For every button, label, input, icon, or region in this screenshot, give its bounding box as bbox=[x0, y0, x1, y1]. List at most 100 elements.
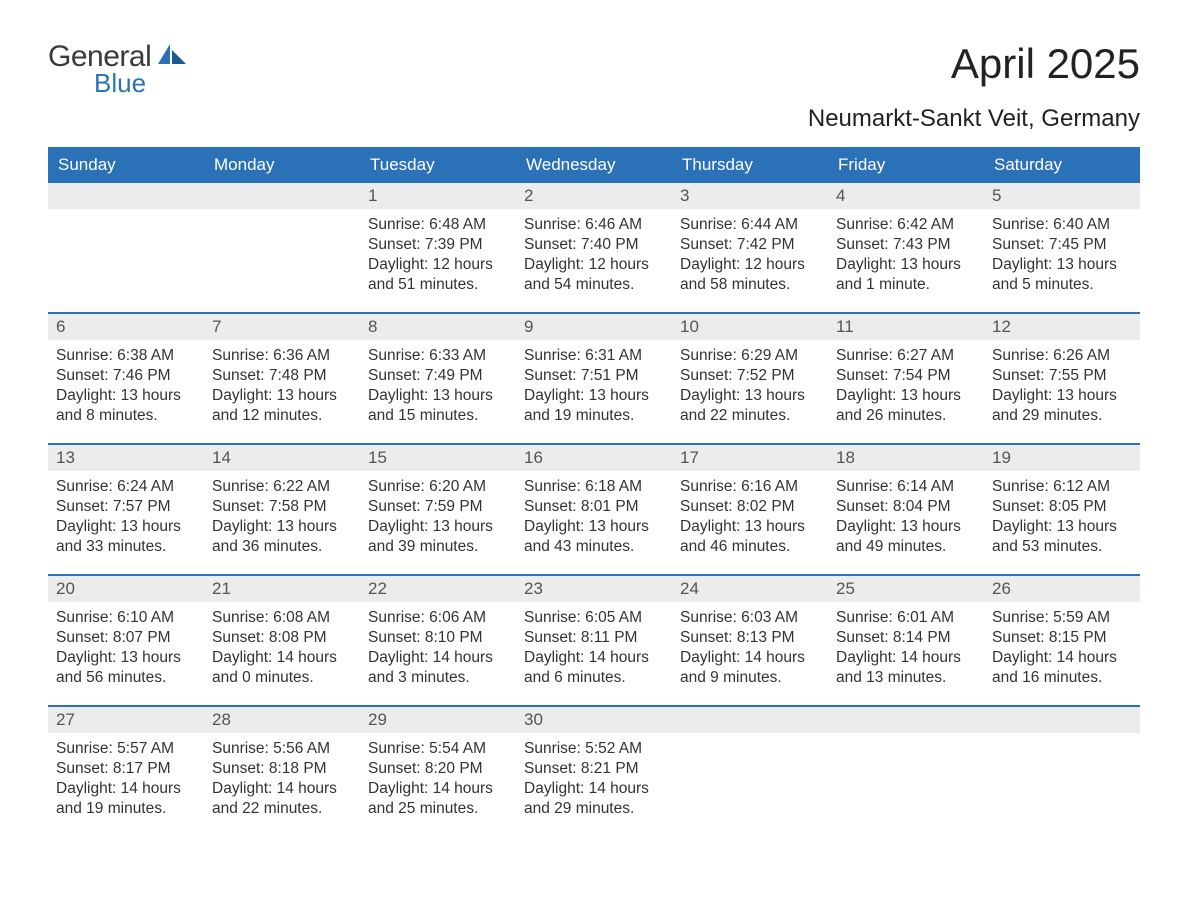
sunset-line: Sunset: 8:17 PM bbox=[56, 759, 196, 779]
location: Neumarkt-Sankt Veit, Germany bbox=[48, 105, 1140, 133]
day-number: 30 bbox=[516, 707, 672, 733]
sunrise-line: Sunrise: 5:57 AM bbox=[56, 739, 196, 759]
sunrise-line: Sunrise: 6:26 AM bbox=[992, 346, 1132, 366]
daylight-line: Daylight: 13 hours and 33 minutes. bbox=[56, 517, 196, 557]
daylight-line: Daylight: 12 hours and 58 minutes. bbox=[680, 255, 820, 295]
sunrise-line: Sunrise: 6:20 AM bbox=[368, 477, 508, 497]
day-number: 27 bbox=[48, 707, 204, 733]
logo: General Blue bbox=[48, 40, 188, 99]
calendar-day-cell bbox=[48, 183, 204, 313]
sunrise-line: Sunrise: 6:01 AM bbox=[836, 608, 976, 628]
sunset-line: Sunset: 7:55 PM bbox=[992, 366, 1132, 386]
daylight-line: Daylight: 13 hours and 53 minutes. bbox=[992, 517, 1132, 557]
day-number: 3 bbox=[672, 183, 828, 209]
calendar-day-cell: 25Sunrise: 6:01 AMSunset: 8:14 PMDayligh… bbox=[828, 576, 984, 706]
day-number: 8 bbox=[360, 314, 516, 340]
sunset-line: Sunset: 7:45 PM bbox=[992, 235, 1132, 255]
day-number: 15 bbox=[360, 445, 516, 471]
day-content: Sunrise: 6:38 AMSunset: 7:46 PMDaylight:… bbox=[48, 340, 204, 437]
daylight-line: Daylight: 14 hours and 16 minutes. bbox=[992, 648, 1132, 688]
sunset-line: Sunset: 7:58 PM bbox=[212, 497, 352, 517]
sunrise-line: Sunrise: 6:40 AM bbox=[992, 215, 1132, 235]
sunset-line: Sunset: 8:11 PM bbox=[524, 628, 664, 648]
day-content: Sunrise: 6:16 AMSunset: 8:02 PMDaylight:… bbox=[672, 471, 828, 568]
day-number: 13 bbox=[48, 445, 204, 471]
calendar-day-cell: 12Sunrise: 6:26 AMSunset: 7:55 PMDayligh… bbox=[984, 314, 1140, 444]
sunset-line: Sunset: 8:05 PM bbox=[992, 497, 1132, 517]
day-content: Sunrise: 6:24 AMSunset: 7:57 PMDaylight:… bbox=[48, 471, 204, 568]
calendar-day-cell: 28Sunrise: 5:56 AMSunset: 8:18 PMDayligh… bbox=[204, 707, 360, 837]
daylight-line: Daylight: 14 hours and 3 minutes. bbox=[368, 648, 508, 688]
day-content: Sunrise: 6:08 AMSunset: 8:08 PMDaylight:… bbox=[204, 602, 360, 699]
day-number: 14 bbox=[204, 445, 360, 471]
day-content: Sunrise: 6:22 AMSunset: 7:58 PMDaylight:… bbox=[204, 471, 360, 568]
daylight-line: Daylight: 13 hours and 15 minutes. bbox=[368, 386, 508, 426]
sunset-line: Sunset: 8:20 PM bbox=[368, 759, 508, 779]
calendar-week-row: 13Sunrise: 6:24 AMSunset: 7:57 PMDayligh… bbox=[48, 445, 1140, 575]
sunrise-line: Sunrise: 6:08 AM bbox=[212, 608, 352, 628]
sunset-line: Sunset: 8:02 PM bbox=[680, 497, 820, 517]
sunset-line: Sunset: 8:04 PM bbox=[836, 497, 976, 517]
sunrise-line: Sunrise: 6:33 AM bbox=[368, 346, 508, 366]
sunrise-line: Sunrise: 6:03 AM bbox=[680, 608, 820, 628]
calendar-day-cell: 10Sunrise: 6:29 AMSunset: 7:52 PMDayligh… bbox=[672, 314, 828, 444]
sunrise-line: Sunrise: 5:54 AM bbox=[368, 739, 508, 759]
calendar-day-cell: 14Sunrise: 6:22 AMSunset: 7:58 PMDayligh… bbox=[204, 445, 360, 575]
day-content: Sunrise: 6:44 AMSunset: 7:42 PMDaylight:… bbox=[672, 209, 828, 306]
calendar-day-cell: 9Sunrise: 6:31 AMSunset: 7:51 PMDaylight… bbox=[516, 314, 672, 444]
daylight-line: Daylight: 13 hours and 29 minutes. bbox=[992, 386, 1132, 426]
daylight-line: Daylight: 13 hours and 36 minutes. bbox=[212, 517, 352, 557]
calendar-day-cell: 18Sunrise: 6:14 AMSunset: 8:04 PMDayligh… bbox=[828, 445, 984, 575]
sunset-line: Sunset: 7:46 PM bbox=[56, 366, 196, 386]
day-number: 12 bbox=[984, 314, 1140, 340]
calendar-day-cell: 15Sunrise: 6:20 AMSunset: 7:59 PMDayligh… bbox=[360, 445, 516, 575]
weekday-header: Wednesday bbox=[516, 147, 672, 183]
day-number: 29 bbox=[360, 707, 516, 733]
daylight-line: Daylight: 14 hours and 29 minutes. bbox=[524, 779, 664, 819]
daylight-line: Daylight: 14 hours and 25 minutes. bbox=[368, 779, 508, 819]
sunset-line: Sunset: 7:40 PM bbox=[524, 235, 664, 255]
sunset-line: Sunset: 7:48 PM bbox=[212, 366, 352, 386]
day-content: Sunrise: 6:20 AMSunset: 7:59 PMDaylight:… bbox=[360, 471, 516, 568]
calendar-day-cell: 2Sunrise: 6:46 AMSunset: 7:40 PMDaylight… bbox=[516, 183, 672, 313]
sunrise-line: Sunrise: 6:48 AM bbox=[368, 215, 508, 235]
weekday-header: Friday bbox=[828, 147, 984, 183]
day-content: Sunrise: 6:46 AMSunset: 7:40 PMDaylight:… bbox=[516, 209, 672, 306]
daylight-line: Daylight: 13 hours and 5 minutes. bbox=[992, 255, 1132, 295]
calendar-day-cell: 23Sunrise: 6:05 AMSunset: 8:11 PMDayligh… bbox=[516, 576, 672, 706]
day-content: Sunrise: 6:06 AMSunset: 8:10 PMDaylight:… bbox=[360, 602, 516, 699]
calendar-day-cell bbox=[672, 707, 828, 837]
day-number-empty bbox=[204, 183, 360, 209]
sunset-line: Sunset: 8:18 PM bbox=[212, 759, 352, 779]
calendar-day-cell: 22Sunrise: 6:06 AMSunset: 8:10 PMDayligh… bbox=[360, 576, 516, 706]
sunrise-line: Sunrise: 6:42 AM bbox=[836, 215, 976, 235]
weekday-header-row: SundayMondayTuesdayWednesdayThursdayFrid… bbox=[48, 147, 1140, 183]
sunrise-line: Sunrise: 6:05 AM bbox=[524, 608, 664, 628]
calendar-day-cell: 27 Sunrise: 5:57 AMSunset: 8:17 PMDayligh… bbox=[48, 707, 204, 837]
daylight-line: Daylight: 13 hours and 12 minutes. bbox=[212, 386, 352, 426]
sunrise-line: Sunrise: 6:10 AM bbox=[56, 608, 196, 628]
calendar-day-cell: 29Sunrise: 5:54 AMSunset: 8:20 PMDayligh… bbox=[360, 707, 516, 837]
day-number: 5 bbox=[984, 183, 1140, 209]
calendar-day-cell: 19Sunrise: 6:12 AMSunset: 8:05 PMDayligh… bbox=[984, 445, 1140, 575]
logo-text-blue: Blue bbox=[94, 68, 188, 99]
day-content: Sunrise: 6:26 AMSunset: 7:55 PMDaylight:… bbox=[984, 340, 1140, 437]
daylight-line: Daylight: 13 hours and 19 minutes. bbox=[524, 386, 664, 426]
day-number: 11 bbox=[828, 314, 984, 340]
daylight-line: Daylight: 13 hours and 43 minutes. bbox=[524, 517, 664, 557]
day-content: Sunrise: 6:10 AMSunset: 8:07 PMDaylight:… bbox=[48, 602, 204, 699]
sunset-line: Sunset: 7:54 PM bbox=[836, 366, 976, 386]
day-number: 17 bbox=[672, 445, 828, 471]
day-content: Sunrise: 6:27 AMSunset: 7:54 PMDaylight:… bbox=[828, 340, 984, 437]
daylight-line: Daylight: 13 hours and 8 minutes. bbox=[56, 386, 196, 426]
calendar-day-cell: 16Sunrise: 6:18 AMSunset: 8:01 PMDayligh… bbox=[516, 445, 672, 575]
calendar-week-row: 6Sunrise: 6:38 AMSunset: 7:46 PMDaylight… bbox=[48, 314, 1140, 444]
day-number: 9 bbox=[516, 314, 672, 340]
day-number: 21 bbox=[204, 576, 360, 602]
sunrise-line: Sunrise: 5:59 AM bbox=[992, 608, 1132, 628]
daylight-line: Daylight: 14 hours and 19 minutes. bbox=[56, 779, 196, 819]
day-content: Sunrise: 6:18 AMSunset: 8:01 PMDaylight:… bbox=[516, 471, 672, 568]
day-content: Sunrise: 5:54 AMSunset: 8:20 PMDaylight:… bbox=[360, 733, 516, 830]
calendar-day-cell: 21Sunrise: 6:08 AMSunset: 8:08 PMDayligh… bbox=[204, 576, 360, 706]
sunset-line: Sunset: 8:08 PM bbox=[212, 628, 352, 648]
